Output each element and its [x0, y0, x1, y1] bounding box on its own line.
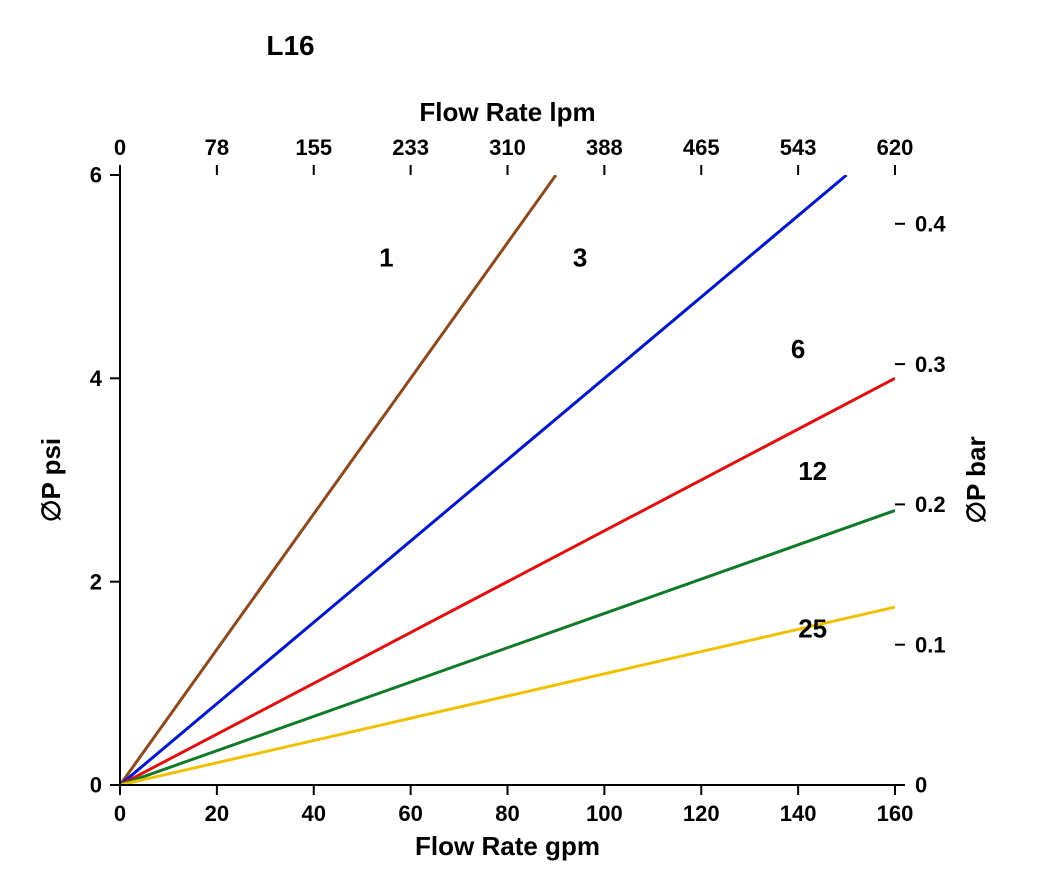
- x-top-tick-label: 388: [586, 135, 623, 160]
- x-top-tick-label: 310: [489, 135, 526, 160]
- x-bottom-tick-label: 40: [302, 801, 326, 826]
- series-label-12: 12: [798, 456, 827, 486]
- series-label-6: 6: [791, 334, 805, 364]
- y-left-tick-label: 6: [90, 163, 102, 188]
- series-label-1: 1: [379, 243, 393, 273]
- pressure-drop-chart: 020406080100120140160Flow Rate gpm078155…: [0, 0, 1050, 892]
- x-bottom-tick-label: 100: [586, 801, 623, 826]
- x-bottom-tick-label: 120: [683, 801, 720, 826]
- series-label-25: 25: [798, 614, 827, 644]
- y-right-tick-label: 0.3: [915, 352, 946, 377]
- x-bottom-axis-label: Flow Rate gpm: [415, 831, 600, 861]
- x-bottom-tick-label: 140: [780, 801, 817, 826]
- y-left-tick-label: 2: [90, 569, 102, 594]
- y-right-axis-label: ∅P bar: [961, 436, 991, 523]
- y-left-axis-label: ∅P psi: [36, 438, 66, 522]
- x-bottom-tick-label: 0: [114, 801, 126, 826]
- chart-container: 020406080100120140160Flow Rate gpm078155…: [0, 0, 1050, 892]
- y-left-tick-label: 0: [90, 773, 102, 798]
- y-left-tick-label: 4: [90, 366, 103, 391]
- y-right-tick-label: 0.1: [915, 632, 946, 657]
- y-right-tick-label: 0: [915, 773, 927, 798]
- x-bottom-tick-label: 20: [205, 801, 229, 826]
- chart-title: L16: [266, 30, 314, 61]
- x-top-tick-label: 155: [295, 135, 332, 160]
- y-right-tick-label: 0.2: [915, 492, 946, 517]
- y-right-tick-label: 0.4: [915, 212, 946, 237]
- x-top-tick-label: 543: [780, 135, 817, 160]
- x-top-tick-label: 620: [877, 135, 914, 160]
- x-top-tick-label: 0: [114, 135, 126, 160]
- x-top-tick-label: 78: [205, 135, 229, 160]
- x-top-axis-label: Flow Rate lpm: [419, 97, 595, 127]
- x-bottom-tick-label: 80: [495, 801, 519, 826]
- x-bottom-tick-label: 60: [398, 801, 422, 826]
- series-label-3: 3: [573, 243, 587, 273]
- x-bottom-tick-label: 160: [877, 801, 914, 826]
- x-top-tick-label: 465: [683, 135, 720, 160]
- x-top-tick-label: 233: [392, 135, 429, 160]
